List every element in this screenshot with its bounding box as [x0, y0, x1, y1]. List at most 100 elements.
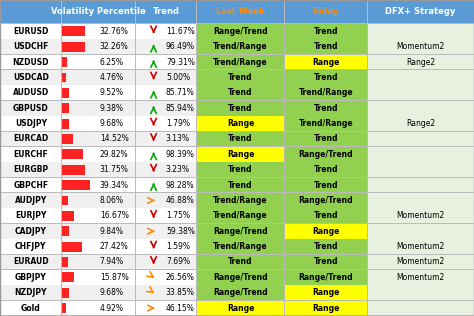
Bar [367, 177, 474, 193]
Text: CHFJPY: CHFJPY [15, 242, 46, 251]
Text: Momentum2: Momentum2 [397, 42, 445, 51]
Bar [0, 100, 474, 101]
Bar [63, 303, 66, 313]
Bar [367, 116, 474, 131]
Text: Trend: Trend [314, 165, 338, 174]
Text: EURGBP: EURGBP [13, 165, 48, 174]
Text: NZDUSD: NZDUSD [12, 58, 49, 67]
Bar [63, 42, 85, 52]
Bar [284, 177, 367, 193]
Bar [197, 162, 284, 177]
Text: 32.76%: 32.76% [100, 27, 129, 36]
Text: Momentum2: Momentum2 [397, 258, 445, 266]
Bar [367, 208, 474, 223]
Bar [63, 73, 66, 82]
Bar [0, 116, 474, 131]
Bar [367, 193, 474, 208]
Text: Momentum2: Momentum2 [397, 211, 445, 220]
Text: AUDUSD: AUDUSD [13, 88, 49, 97]
Bar [0, 254, 474, 270]
Text: 5.00%: 5.00% [166, 73, 190, 82]
Bar [367, 0, 368, 316]
Text: 79.31%: 79.31% [166, 58, 195, 67]
Text: Trend: Trend [228, 73, 253, 82]
Text: Range2: Range2 [406, 58, 435, 67]
Bar [284, 24, 367, 39]
Bar [284, 85, 367, 100]
Text: Range/Trend: Range/Trend [213, 273, 268, 282]
Bar [197, 100, 284, 116]
Text: 7.94%: 7.94% [100, 258, 124, 266]
Bar [367, 100, 474, 116]
Bar [0, 54, 474, 70]
Bar [367, 131, 474, 147]
Text: 4.92%: 4.92% [100, 304, 124, 313]
Text: EURCHF: EURCHF [13, 150, 48, 159]
Bar [0, 70, 474, 85]
Text: GBPJPY: GBPJPY [15, 273, 46, 282]
Text: Range/Trend: Range/Trend [299, 273, 353, 282]
Text: 4.76%: 4.76% [100, 73, 124, 82]
Bar [367, 270, 474, 285]
Bar [284, 270, 367, 285]
Bar [63, 119, 69, 129]
Bar [0, 24, 474, 39]
Bar [63, 103, 69, 113]
Text: 9.52%: 9.52% [100, 88, 124, 97]
Bar [197, 147, 284, 162]
Bar [284, 285, 367, 301]
Bar [63, 165, 85, 175]
Bar [63, 88, 69, 98]
Bar [284, 100, 367, 116]
Bar [367, 223, 474, 239]
Bar [197, 285, 284, 301]
Text: 26.56%: 26.56% [166, 273, 195, 282]
Bar [284, 239, 367, 254]
Bar [197, 85, 284, 100]
Bar [0, 315, 474, 316]
Bar [367, 239, 474, 254]
Bar [367, 70, 474, 85]
Text: Volatility Percentile: Volatility Percentile [51, 7, 146, 16]
Text: Trend: Trend [228, 135, 253, 143]
Text: Trend: Trend [228, 104, 253, 113]
Text: EURJPY: EURJPY [15, 211, 46, 220]
Text: 7.69%: 7.69% [166, 258, 190, 266]
Text: 33.85%: 33.85% [166, 288, 195, 297]
Bar [0, 131, 474, 147]
Bar [284, 301, 367, 316]
Bar [0, 39, 474, 40]
Text: Range/Trend: Range/Trend [213, 27, 268, 36]
Bar [197, 254, 284, 270]
Text: Trend: Trend [228, 88, 253, 97]
Text: 6.25%: 6.25% [100, 58, 124, 67]
Bar [63, 272, 73, 282]
Bar [0, 239, 474, 254]
Text: USDJPY: USDJPY [15, 119, 47, 128]
Text: 32.26%: 32.26% [100, 42, 128, 51]
Bar [367, 39, 474, 54]
Bar [284, 0, 285, 316]
Bar [284, 223, 367, 239]
Bar [197, 223, 284, 239]
Text: Range/Trend: Range/Trend [299, 196, 353, 205]
Bar [197, 208, 284, 223]
Bar [0, 301, 474, 316]
Text: Trend: Trend [314, 27, 338, 36]
Bar [0, 54, 474, 55]
Bar [284, 131, 367, 147]
Text: Trend: Trend [153, 7, 179, 16]
Text: 8.06%: 8.06% [100, 196, 124, 205]
Bar [197, 54, 284, 70]
Text: EURCAD: EURCAD [13, 135, 48, 143]
Text: 9.84%: 9.84% [100, 227, 124, 236]
Bar [0, 208, 474, 209]
Bar [63, 211, 74, 221]
Text: Trend/Range: Trend/Range [213, 196, 268, 205]
Text: Range: Range [312, 304, 339, 313]
Bar [284, 116, 367, 131]
Bar [367, 85, 474, 100]
Bar [367, 147, 474, 162]
Bar [0, 193, 474, 208]
Bar [0, 285, 474, 301]
